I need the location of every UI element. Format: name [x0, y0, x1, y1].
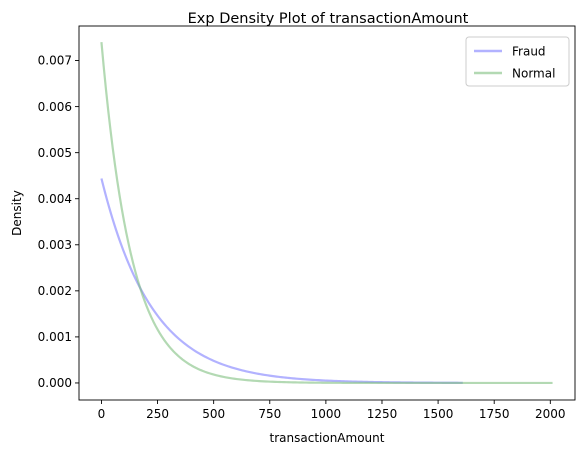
series-layer — [100, 42, 553, 385]
x-tick-label: 1000 — [311, 407, 342, 421]
legend: Fraud Normal — [465, 36, 570, 87]
y-tick-label: 0.000 — [38, 376, 72, 390]
x-tick-label: 1250 — [367, 407, 398, 421]
chart-title: Exp Density Plot of transactionAmount — [188, 11, 469, 27]
y-tick-label: 0.003 — [38, 238, 72, 252]
plot-frame — [78, 25, 576, 401]
legend-normal-label: Normal — [512, 67, 555, 81]
x-axis-ticks: 0 250 500 750 1000 1250 1500 1750 2000 — [98, 400, 566, 421]
x-tick-label: 1500 — [423, 407, 454, 421]
x-tick-label: 500 — [202, 407, 225, 421]
x-tick-label: 250 — [146, 407, 169, 421]
y-tick-label: 0.005 — [38, 146, 72, 160]
y-axis-label: Density — [10, 190, 24, 236]
y-tick-label: 0.007 — [38, 54, 72, 68]
y-tick-label: 0.001 — [38, 330, 72, 344]
x-tick-label: 750 — [258, 407, 281, 421]
x-tick-label: 1750 — [479, 407, 510, 421]
legend-fraud-label: Fraud — [512, 45, 546, 59]
x-tick-label: 2000 — [535, 407, 566, 421]
x-tick-label: 0 — [98, 407, 106, 421]
y-tick-label: 0.006 — [38, 100, 72, 114]
y-axis-ticks: 0.000 0.001 0.002 0.003 0.004 0.005 0.006 0.007 — [38, 54, 79, 390]
y-tick-label: 0.004 — [38, 192, 72, 206]
x-axis-label: transactionAmount — [270, 431, 385, 445]
series-line-normal — [100, 42, 553, 385]
y-tick-label: 0.002 — [38, 284, 72, 298]
